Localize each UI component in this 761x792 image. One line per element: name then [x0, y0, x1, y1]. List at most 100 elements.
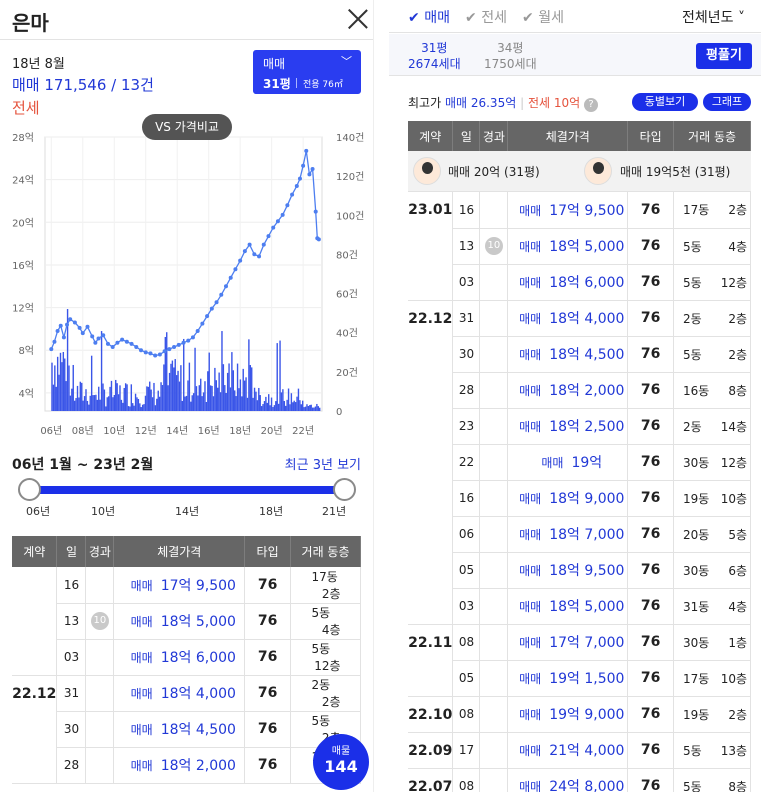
- dong-view-button[interactable]: 동별보기: [632, 93, 698, 111]
- volume-bar: [55, 386, 57, 411]
- table-row[interactable]: 06 매매 18억 7,000 76 20동 5층: [408, 516, 751, 553]
- table-row[interactable]: 22.07 08 매매 24억 8,000 76 5동 8층: [408, 768, 751, 792]
- slider-tick: 06년: [26, 505, 51, 518]
- deal-type: 76: [244, 675, 292, 712]
- deal-dong: 5동: [311, 642, 331, 656]
- deal-dong: 2동: [311, 678, 331, 692]
- deal-kind: 매매: [541, 456, 564, 470]
- volume-bar: [234, 390, 236, 411]
- price-point: [55, 329, 60, 334]
- volume-bar: [64, 358, 66, 411]
- tab-jeonse[interactable]: ✔ 전세: [465, 10, 507, 26]
- volume-bar: [256, 400, 259, 411]
- table-row[interactable]: 16 매매 18억 9,000 76 19동 10층: [408, 480, 751, 517]
- table-row[interactable]: 22.10 08 매매 19억 9,000 76 19동 2층: [408, 696, 751, 733]
- deal-type: 76: [627, 552, 675, 589]
- price-chart: 4억 8억 12억 16억 20억 24억 28억 0 20건 40건 60건 80건 100건 120건…: [12, 132, 364, 437]
- table-row[interactable]: 22 매매 19억 76 30동 12층: [408, 444, 751, 481]
- volume-bar: [82, 400, 84, 411]
- deal-amount: 18억 6,000: [549, 275, 625, 291]
- tab-sale[interactable]: ✔ 매매: [408, 10, 450, 26]
- volume-bar: [144, 395, 147, 411]
- column-header: 일: [56, 536, 87, 567]
- complex-title: 은마: [12, 11, 49, 35]
- deal-floor: 10층: [720, 491, 748, 506]
- contract-day: 13: [56, 603, 87, 640]
- listings-fab[interactable]: 매물 144: [313, 734, 369, 790]
- table-row[interactable]: 03 매매 18억 5,000 76 31동 4층: [408, 588, 751, 625]
- pyeong-button[interactable]: 평풀기: [696, 43, 752, 69]
- range-end-handle[interactable]: [333, 478, 356, 501]
- volume-bar: [166, 332, 168, 411]
- volume-bar: [177, 370, 179, 411]
- table-row[interactable]: 22.09 17 매매 21억 4,000 76 5동 13층: [408, 732, 751, 769]
- table-row[interactable]: 23 매매 18억 2,500 76 2동 14층: [408, 408, 751, 445]
- volume-bar: [65, 381, 67, 411]
- deal-dong: 31동: [683, 599, 710, 614]
- volume-bar: [276, 343, 278, 411]
- price-point: [223, 284, 228, 289]
- tab-sale-label: 매매: [424, 10, 450, 26]
- info-sale: 매매 171,546 / 13건: [12, 76, 154, 94]
- contract-day: 08: [452, 696, 481, 733]
- deal-floor: 10층: [720, 671, 748, 686]
- column-header: 계약: [408, 121, 454, 152]
- table-row[interactable]: 16 매매 17억 9,500 76 17동2층: [12, 567, 361, 676]
- recent-3y-link[interactable]: 최근 3년 보기: [284, 458, 361, 473]
- volume-bar: [303, 407, 305, 411]
- price-point: [143, 350, 148, 355]
- volume-bar: [270, 397, 273, 411]
- table-row[interactable]: 22.11 08 매매 17억 7,000 76 30동 1층: [408, 624, 751, 697]
- table-row[interactable]: 05 매매 18억 9,500 76 30동 6층: [408, 552, 751, 589]
- graph-button[interactable]: 그래프: [703, 93, 751, 111]
- deal-kind: 매매: [519, 636, 542, 650]
- deal-kind: 매매: [519, 744, 542, 758]
- volume-bar: [313, 407, 315, 411]
- close-icon[interactable]: [347, 8, 369, 30]
- range-start-handle[interactable]: [18, 478, 41, 501]
- tab-wolse[interactable]: ✔ 월세: [522, 10, 564, 26]
- avatar: [584, 157, 612, 185]
- table-row[interactable]: 05 매매 19억 1,500 76 17동 10층: [408, 660, 751, 697]
- volume-bar: [73, 400, 76, 411]
- contract-day: 31: [56, 675, 87, 712]
- contract-day: 31: [452, 300, 481, 337]
- range-slider-track[interactable]: [30, 486, 345, 494]
- separator: [296, 78, 297, 88]
- table-row[interactable]: 23.01 16 매매 17억 9,500 76 17동 2층: [408, 192, 751, 301]
- volume-bar: [293, 400, 295, 411]
- volume-bar: [120, 399, 123, 411]
- area-option-31[interactable]: 31평 2674세대: [408, 40, 461, 72]
- y-right-tick: 140건: [336, 132, 364, 144]
- deal-amount: 21억 4,000: [549, 743, 625, 759]
- area-option-34[interactable]: 34평 1750세대: [484, 40, 537, 72]
- deal-floor: 8층: [728, 383, 748, 398]
- deal-floor: 2층: [728, 203, 748, 218]
- volume-bar: [130, 384, 133, 411]
- volume-bar: [93, 395, 96, 411]
- deal-kind: 매매: [130, 578, 153, 593]
- column-header: 타입: [244, 536, 292, 567]
- y-left-tick: 28억: [12, 132, 34, 144]
- year-select[interactable]: 전체년도 ˅: [682, 7, 745, 27]
- deal-floor: 1층: [728, 635, 748, 650]
- volume-bar: [272, 407, 274, 411]
- price-point: [186, 338, 191, 343]
- deal-type: 76: [627, 624, 675, 661]
- vs-compare-button[interactable]: VS 가격비교: [142, 114, 232, 140]
- type-area-selector[interactable]: 매매 ﹀ 31평 전용 76㎡: [253, 50, 361, 94]
- help-icon[interactable]: ?: [584, 98, 598, 112]
- column-header: 일: [452, 121, 481, 152]
- deal-dong: 20동: [683, 527, 710, 542]
- elapsed-cell: [479, 660, 509, 697]
